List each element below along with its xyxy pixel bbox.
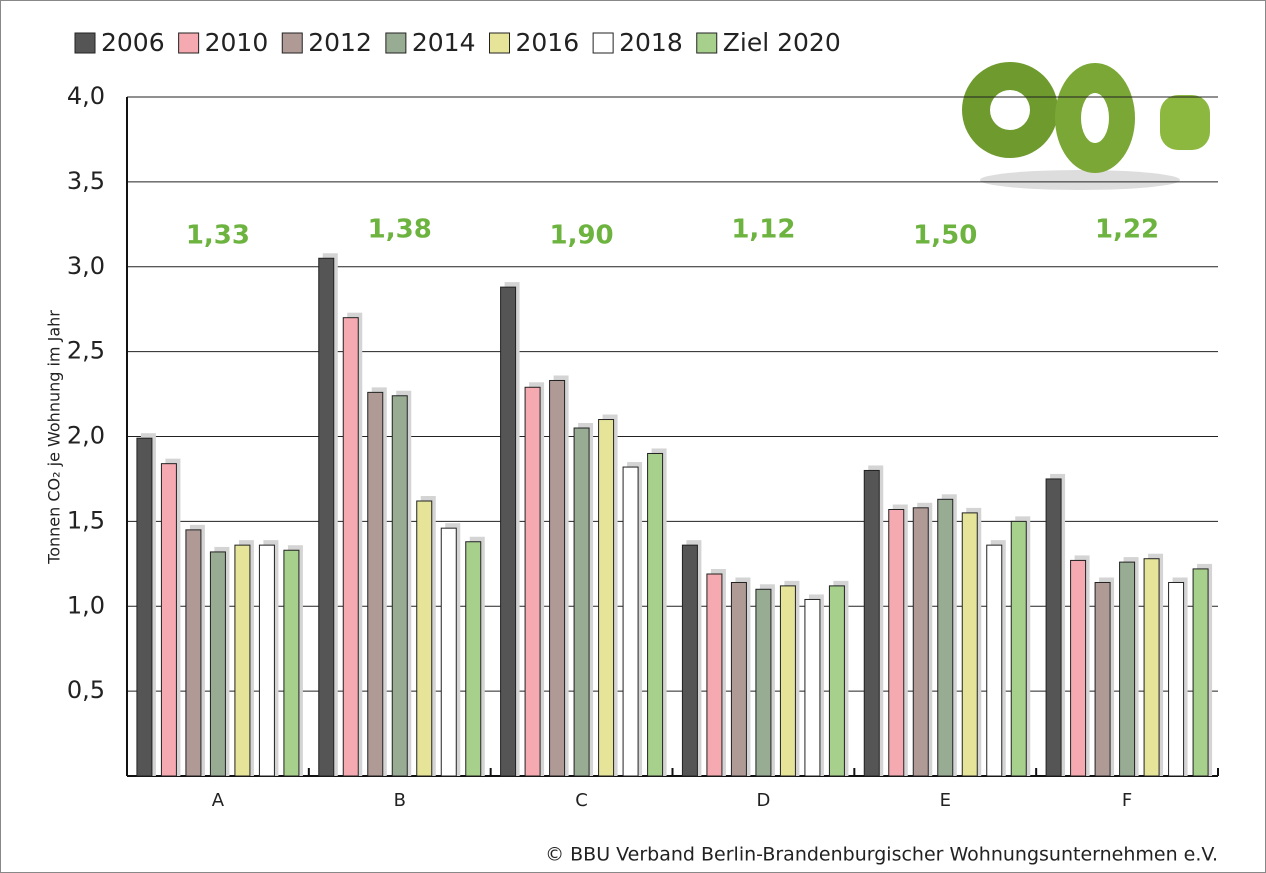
legend-swatch [385,32,407,54]
bar [779,585,796,777]
y-tick-label: 1,5 [67,506,105,534]
bar [986,544,1003,777]
value-label: 1,33 [186,221,250,251]
y-tick-label: 4,0 [67,82,105,110]
bar [828,585,845,777]
bar [1045,478,1062,777]
bar [730,581,747,777]
legend-swatch [178,32,200,54]
bar [549,379,566,777]
legend-swatch [74,32,96,54]
bar [1094,581,1111,777]
co2-graphic [962,62,1210,190]
bar [500,286,517,777]
y-tick-label: 2,0 [67,422,105,450]
bar [258,544,275,777]
bar [1010,520,1027,777]
legend-label: 2016 [516,28,580,57]
bar [209,551,226,777]
legend-swatch [489,32,510,54]
x-tick-label: B [394,790,406,811]
x-tick-label: F [1122,790,1132,811]
bar [863,469,880,777]
bar [524,386,541,777]
bar [234,544,251,777]
legend-label: 2018 [619,28,683,57]
y-tick-label: 2,5 [67,337,105,365]
bar [1168,581,1185,777]
bar [937,498,954,777]
bar [681,544,698,777]
bar [598,419,615,777]
bar [160,463,177,777]
legend-label: 2006 [101,28,165,57]
bar [416,500,433,777]
legend-swatch [696,32,718,54]
bar [136,437,153,777]
x-tick-label: D [756,790,770,811]
bar [391,395,408,777]
source: © BBU Verband Berlin-Brandenburgischer W… [545,844,1218,866]
value-label: 1,90 [550,221,614,251]
bar [912,507,929,777]
bar [1143,558,1160,777]
bar [342,317,359,777]
legend-label: 2014 [412,28,476,57]
y-tick-label: 3,0 [67,252,105,280]
bar [1119,561,1136,777]
x-tick-label: E [940,790,951,811]
legend-label: 2012 [308,28,372,57]
bar [283,549,300,777]
bar [647,452,664,777]
bar [318,257,335,777]
bar [961,512,978,777]
y-tick-label: 0,5 [67,676,105,704]
bar [465,541,482,777]
legend-label: Ziel 2020 [723,28,841,57]
y-axis-label: Tonnen CO₂ je Wohnung im Jahr [45,310,64,565]
bar [804,598,821,777]
bar [367,391,384,777]
bar [622,466,639,777]
x-tick-label: A [212,790,225,811]
y-tick-label: 3,5 [67,167,105,195]
bar [888,508,905,777]
value-label: 1,12 [731,215,795,245]
legend-label: 2010 [205,28,269,57]
value-label: 1,50 [913,221,977,251]
y-tick-label: 1,0 [67,591,105,619]
value-label: 1,22 [1095,215,1159,245]
bar [755,588,772,777]
bar [185,529,202,777]
bar [573,427,590,777]
bar [706,573,723,777]
legend-swatch [592,32,614,54]
bar [1070,559,1087,777]
legend-swatch [281,32,303,54]
value-label: 1,38 [368,215,432,245]
x-tick-label: C [575,790,588,811]
bar [440,527,457,777]
bar [1192,568,1209,777]
